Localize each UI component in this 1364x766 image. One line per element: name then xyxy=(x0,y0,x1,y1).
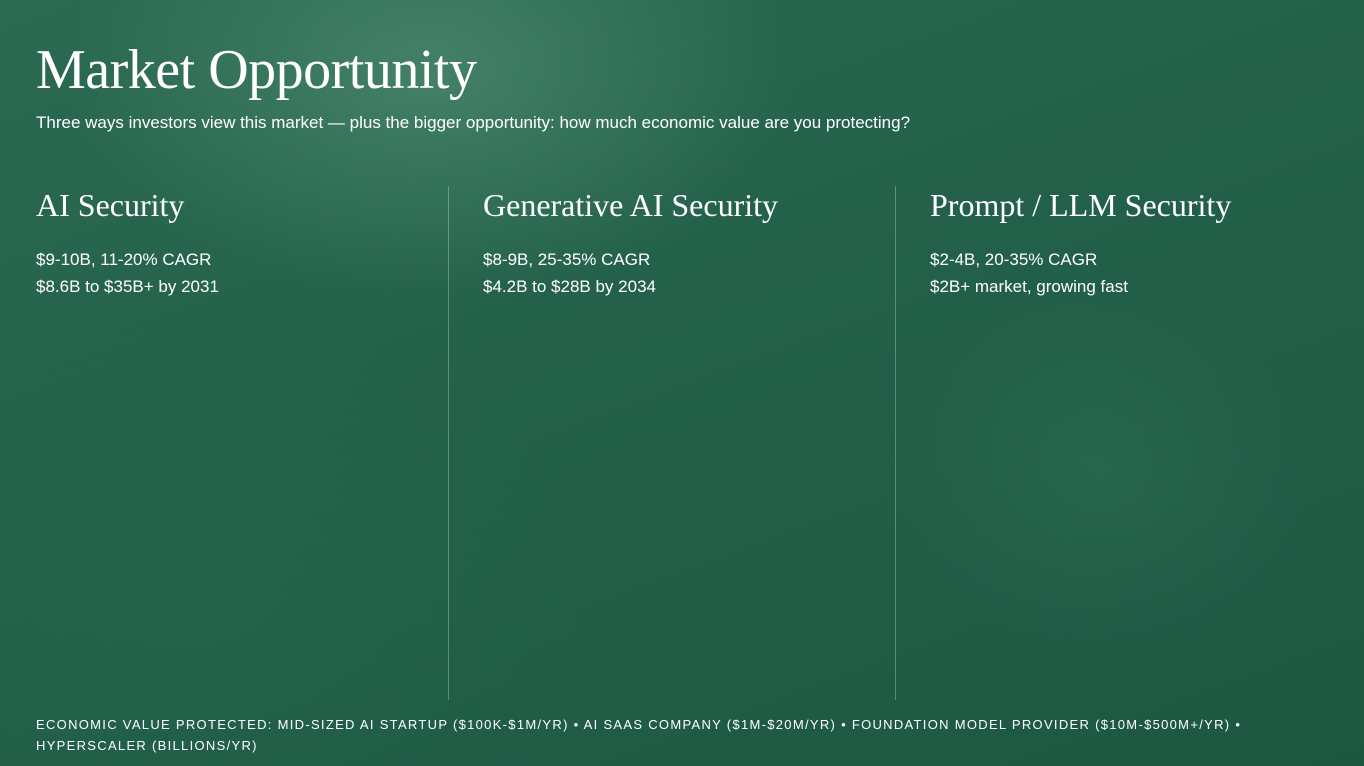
market-size-stat: $2-4B, 20-35% CAGR xyxy=(930,250,1098,269)
column-generative-ai-security: Generative AI Security $8-9B, 25-35% CAG… xyxy=(483,186,895,700)
column-title: Generative AI Security xyxy=(483,187,778,223)
column-divider xyxy=(448,186,449,700)
slide-subtitle: Three ways investors view this market — … xyxy=(36,113,911,132)
growth-forecast-stat: $2B+ market, growing fast xyxy=(930,277,1128,296)
column-title: Prompt / LLM Security xyxy=(930,187,1232,223)
column-title: AI Security xyxy=(36,187,185,223)
market-columns: AI Security $9-10B, 11-20% CAGR $8.6B to… xyxy=(0,186,1364,700)
slide-title: Market Opportunity xyxy=(36,39,477,101)
column-divider xyxy=(895,186,896,700)
growth-forecast-stat: $8.6B to $35B+ by 2031 xyxy=(36,277,219,296)
column-ai-security: AI Security $9-10B, 11-20% CAGR $8.6B to… xyxy=(36,186,448,700)
economic-value-footer: ECONOMIC VALUE PROTECTED: MID-SIZED AI S… xyxy=(36,717,1242,753)
growth-forecast-stat: $4.2B to $28B by 2034 xyxy=(483,277,656,296)
column-prompt-llm-security: Prompt / LLM Security $2-4B, 20-35% CAGR… xyxy=(930,186,1330,700)
market-size-stat: $8-9B, 25-35% CAGR xyxy=(483,250,651,269)
market-size-stat: $9-10B, 11-20% CAGR xyxy=(36,250,212,269)
